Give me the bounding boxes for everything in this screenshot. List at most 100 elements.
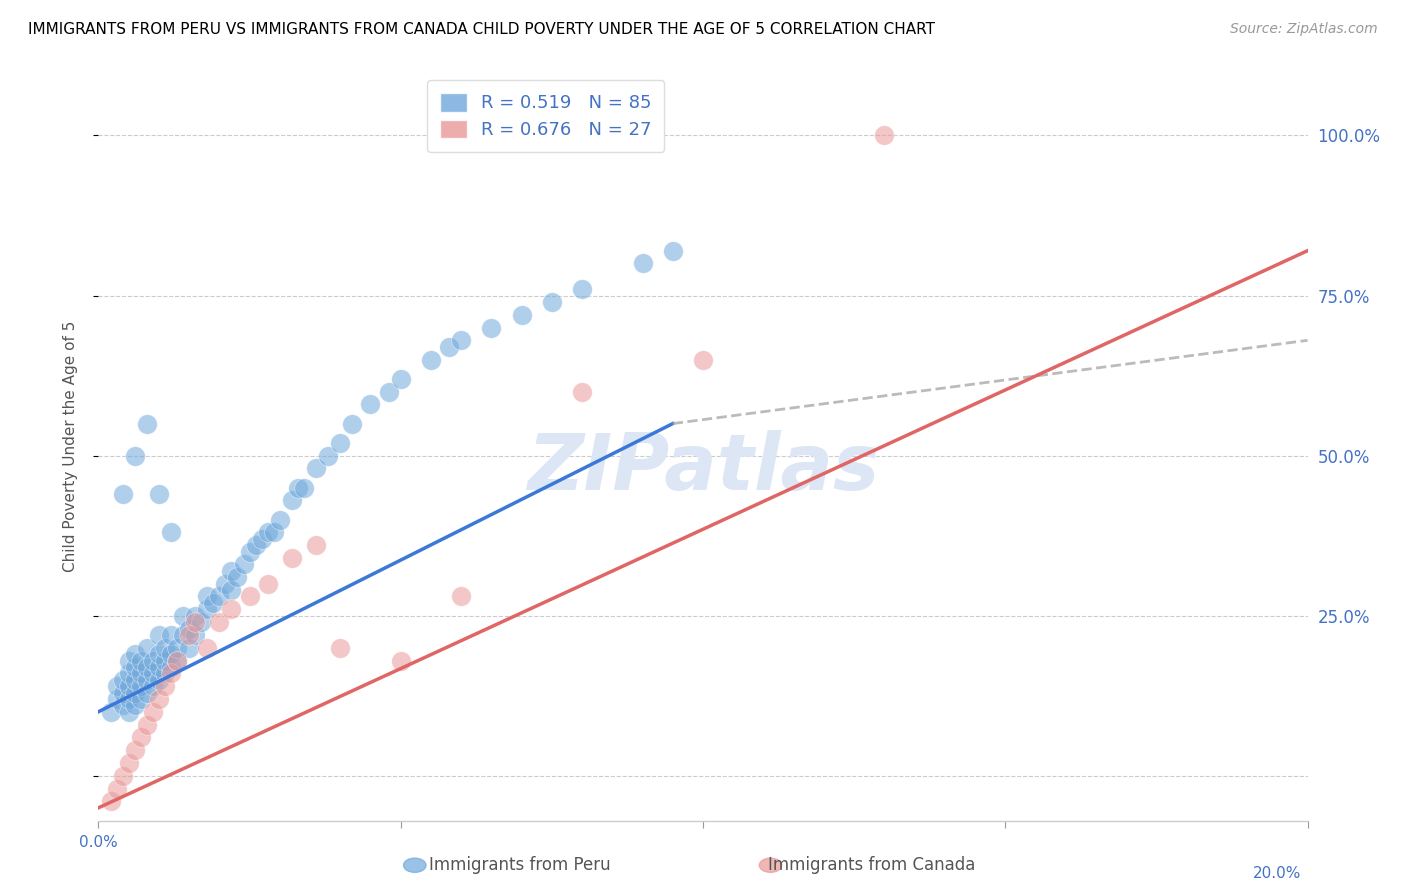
Point (245, 538, 267, 552)
Point (166, 640, 188, 655)
Point (124, 685, 146, 699)
Point (111, 487, 134, 501)
Point (450, 334, 472, 348)
Text: Immigrants from Peru: Immigrants from Peru (429, 856, 612, 874)
Point (571, 282, 593, 296)
Point (118, 756, 141, 770)
Point (160, 525, 183, 540)
Point (118, 654, 141, 668)
Point (148, 673, 170, 687)
Point (153, 666, 176, 681)
Point (281, 551, 304, 566)
Text: ZIPatlas: ZIPatlas (527, 431, 879, 507)
Point (239, 544, 262, 558)
Point (256, 525, 278, 540)
Point (124, 660, 146, 674)
Point (118, 679, 141, 693)
Point (105, 692, 128, 706)
Point (195, 590, 218, 604)
Point (142, 705, 165, 719)
Point (287, 481, 309, 495)
Point (153, 679, 176, 693)
Point (142, 654, 165, 668)
Point (263, 525, 285, 540)
Text: IMMIGRANTS FROM PERU VS IMMIGRANTS FROM CANADA CHILD POVERTY UNDER THE AGE OF 5 : IMMIGRANTS FROM PERU VS IMMIGRANTS FROM … (28, 22, 935, 37)
Point (124, 698, 146, 713)
Point (135, 685, 157, 699)
Point (250, 532, 273, 546)
Point (692, 352, 714, 367)
Point (208, 615, 231, 629)
Point (124, 449, 146, 463)
Point (129, 666, 152, 681)
Point (172, 608, 194, 623)
Point (540, 294, 562, 309)
Point (195, 602, 218, 616)
Point (305, 538, 328, 552)
Point (111, 698, 134, 713)
Point (129, 654, 152, 668)
Point (153, 640, 176, 655)
Point (292, 481, 315, 495)
Point (214, 576, 236, 591)
Point (232, 558, 254, 572)
Point (873, 128, 896, 143)
Point (184, 628, 207, 642)
Point (111, 685, 134, 699)
Point (172, 628, 194, 642)
Point (129, 731, 152, 745)
Point (389, 372, 412, 386)
Point (129, 679, 152, 693)
Point (135, 673, 157, 687)
Point (160, 660, 183, 674)
Point (124, 673, 146, 687)
Point (160, 647, 183, 661)
Point (481, 320, 503, 334)
Point (377, 384, 399, 399)
Point (118, 692, 141, 706)
Point (105, 679, 128, 693)
Point (111, 769, 134, 783)
Point (148, 660, 170, 674)
Point (450, 590, 472, 604)
Point (179, 640, 201, 655)
Point (124, 647, 146, 661)
Point (208, 590, 231, 604)
Point (179, 628, 201, 642)
Point (184, 615, 207, 629)
Point (226, 570, 249, 584)
Text: Source: ZipAtlas.com: Source: ZipAtlas.com (1230, 22, 1378, 37)
Point (437, 340, 460, 354)
Point (129, 692, 152, 706)
Point (342, 417, 364, 431)
Point (316, 449, 339, 463)
Point (135, 417, 157, 431)
Point (111, 673, 134, 687)
Point (221, 602, 243, 616)
Point (221, 583, 243, 598)
Point (571, 384, 593, 399)
Point (100, 794, 122, 808)
Point (281, 493, 304, 508)
Point (661, 244, 683, 258)
Point (329, 640, 352, 655)
Point (100, 705, 122, 719)
Point (135, 640, 157, 655)
Legend: R = 0.519   N = 85, R = 0.676   N = 27: R = 0.519 N = 85, R = 0.676 N = 27 (427, 80, 665, 152)
Point (148, 647, 170, 661)
Point (148, 692, 170, 706)
Point (166, 654, 188, 668)
Point (160, 666, 183, 681)
Point (118, 666, 141, 681)
Point (329, 435, 352, 450)
Text: Immigrants from Canada: Immigrants from Canada (768, 856, 976, 874)
Point (184, 608, 207, 623)
Point (135, 660, 157, 674)
Y-axis label: Child Poverty Under the Age of 5: Child Poverty Under the Age of 5 (63, 320, 77, 572)
Point (269, 513, 291, 527)
Point (118, 705, 141, 719)
Point (148, 628, 170, 642)
Point (179, 622, 201, 636)
Point (142, 679, 165, 693)
Text: 20.0%: 20.0% (1253, 865, 1302, 880)
